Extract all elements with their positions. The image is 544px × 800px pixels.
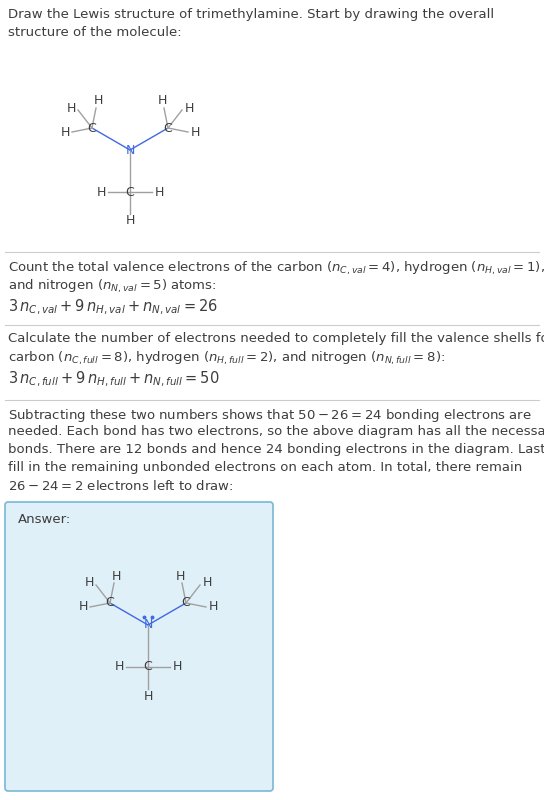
Text: and nitrogen ($n_{N,val} = 5$) atoms:: and nitrogen ($n_{N,val} = 5$) atoms: xyxy=(8,278,217,295)
Text: H: H xyxy=(208,601,218,614)
Text: H: H xyxy=(84,577,94,590)
Text: H: H xyxy=(94,94,103,107)
Text: H: H xyxy=(125,214,135,227)
Text: fill in the remaining unbonded electrons on each atom. In total, there remain: fill in the remaining unbonded electrons… xyxy=(8,461,522,474)
Text: Draw the Lewis structure of trimethylamine. Start by drawing the overall
structu: Draw the Lewis structure of trimethylami… xyxy=(8,8,494,39)
Text: H: H xyxy=(202,577,212,590)
Text: C: C xyxy=(126,186,134,198)
Text: needed. Each bond has two electrons, so the above diagram has all the necessary: needed. Each bond has two electrons, so … xyxy=(8,425,544,438)
Text: C: C xyxy=(88,122,96,134)
Text: C: C xyxy=(106,597,114,610)
Text: H: H xyxy=(112,570,121,582)
Text: H: H xyxy=(154,186,164,198)
Text: $26 - 24 = 2$ electrons left to draw:: $26 - 24 = 2$ electrons left to draw: xyxy=(8,479,233,493)
Text: C: C xyxy=(164,122,172,134)
Text: H: H xyxy=(184,102,194,114)
Text: Answer:: Answer: xyxy=(18,513,71,526)
Text: H: H xyxy=(66,102,76,114)
Text: $3\, n_{C,val} + 9\, n_{H,val} + n_{N,val} = 26$: $3\, n_{C,val} + 9\, n_{H,val} + n_{N,va… xyxy=(8,298,218,318)
Text: N: N xyxy=(143,618,153,631)
Text: H: H xyxy=(190,126,200,138)
Text: H: H xyxy=(143,690,153,702)
Text: $3\, n_{C,full} + 9\, n_{H,full} + n_{N,full} = 50$: $3\, n_{C,full} + 9\, n_{H,full} + n_{N,… xyxy=(8,370,220,390)
Text: H: H xyxy=(60,126,70,138)
Text: H: H xyxy=(172,661,182,674)
Text: C: C xyxy=(182,597,190,610)
Text: H: H xyxy=(175,570,184,582)
Text: Count the total valence electrons of the carbon ($n_{C,val} = 4$), hydrogen ($n_: Count the total valence electrons of the… xyxy=(8,260,544,278)
Text: H: H xyxy=(78,601,88,614)
Text: Subtracting these two numbers shows that $50 - 26 = 24$ bonding electrons are: Subtracting these two numbers shows that… xyxy=(8,407,532,424)
FancyBboxPatch shape xyxy=(5,502,273,791)
Text: H: H xyxy=(96,186,106,198)
Text: H: H xyxy=(157,94,166,107)
Text: H: H xyxy=(114,661,123,674)
Text: bonds. There are 12 bonds and hence 24 bonding electrons in the diagram. Lastly,: bonds. There are 12 bonds and hence 24 b… xyxy=(8,443,544,456)
Text: C: C xyxy=(144,661,152,674)
Text: carbon ($n_{C,full} = 8$), hydrogen ($n_{H,full} = 2$), and nitrogen ($n_{N,full: carbon ($n_{C,full} = 8$), hydrogen ($n_… xyxy=(8,350,445,367)
Text: N: N xyxy=(125,143,135,157)
Text: Calculate the number of electrons needed to completely fill the valence shells f: Calculate the number of electrons needed… xyxy=(8,332,544,345)
